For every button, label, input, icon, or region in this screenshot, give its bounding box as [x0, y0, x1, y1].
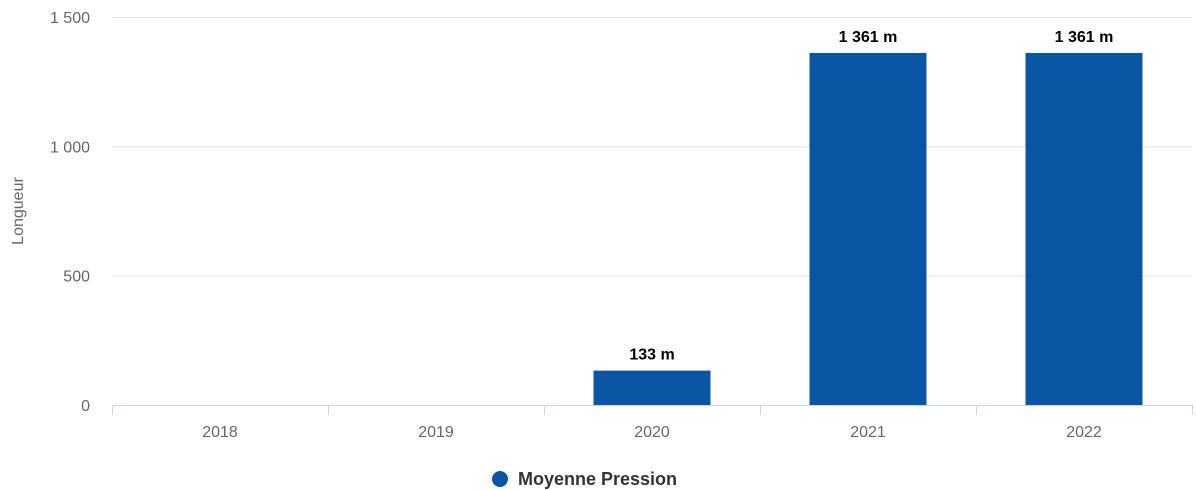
y-tick-label: 1 000	[50, 139, 90, 156]
data-label-2022: 1 361 m	[1055, 29, 1114, 46]
labels-layer: 133 m 1 361 m 1 361 m	[629, 29, 1113, 364]
grid-layer	[112, 17, 1192, 277]
y-tick-label: 0	[81, 398, 90, 415]
x-tick-label: 2020	[634, 424, 670, 441]
legend-label[interactable]: Moyenne Pression	[518, 469, 677, 489]
y-tick-label: 1 500	[50, 10, 90, 27]
x-tick-label: 2019	[418, 424, 454, 441]
y-tick-label: 500	[63, 269, 90, 286]
x-tick-label: 2021	[850, 424, 886, 441]
axis-layer: 0 500 1 000 1 500 2018 2019 2020 2021 2022	[50, 10, 1193, 441]
data-label-2021: 1 361 m	[839, 29, 898, 46]
data-label-2020: 133 m	[629, 347, 674, 364]
legend[interactable]: Moyenne Pression	[492, 469, 677, 489]
bars-layer	[593, 52, 1143, 406]
y-axis-title: Longueur	[10, 177, 27, 245]
x-tick-label: 2018	[202, 424, 238, 441]
bar-2021[interactable]	[809, 52, 927, 406]
legend-marker-icon	[492, 471, 508, 487]
x-tick-label: 2022	[1066, 424, 1102, 441]
bar-2022[interactable]	[1025, 52, 1143, 406]
bar-2020[interactable]	[593, 370, 711, 405]
